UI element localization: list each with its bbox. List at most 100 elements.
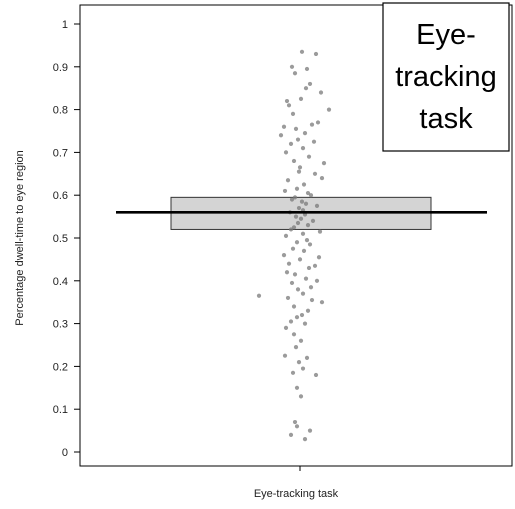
data-point <box>316 255 322 260</box>
data-point <box>281 253 287 258</box>
data-point <box>304 238 310 243</box>
data-point <box>301 248 307 253</box>
data-point <box>307 428 313 433</box>
data-point <box>303 276 309 281</box>
data-point <box>294 424 300 429</box>
callout-line-2: tracking <box>395 61 497 93</box>
data-point <box>300 231 306 236</box>
data-point <box>296 360 302 365</box>
data-point <box>303 201 309 206</box>
data-point <box>283 233 289 238</box>
chart-axes: 0 0.1 0.2 0.3 0.4 0.5 0.6 0.7 0.8 0.9 1 <box>53 4 513 471</box>
data-point <box>302 437 308 442</box>
data-point <box>309 297 315 303</box>
data-point <box>284 270 290 275</box>
data-point <box>282 353 288 358</box>
data-point <box>285 178 291 183</box>
data-point <box>319 175 325 181</box>
data-point <box>310 218 316 223</box>
data-point <box>291 304 297 309</box>
y-tick-label: 0.5 <box>53 233 68 245</box>
data-point <box>300 291 306 296</box>
data-point <box>289 280 295 286</box>
data-point <box>313 51 319 57</box>
data-point <box>295 220 301 226</box>
data-point <box>297 165 303 170</box>
y-tick-label: 0.1 <box>53 404 68 416</box>
callout-frame <box>382 2 510 152</box>
data-point <box>283 150 289 155</box>
data-point <box>256 293 262 298</box>
data-point <box>307 81 313 87</box>
data-point <box>313 372 319 378</box>
data-point <box>294 240 300 245</box>
data-point <box>315 120 321 125</box>
data-point <box>312 171 318 176</box>
data-point <box>289 197 295 202</box>
data-point <box>290 111 296 116</box>
data-point <box>288 319 294 324</box>
data-point <box>312 263 318 268</box>
y-axis-title: Percentage dwell-time to eye region <box>14 150 26 325</box>
y-tick-label: 0.9 <box>53 62 68 74</box>
x-axis-title: Eye-tracking task <box>254 488 339 500</box>
data-point <box>291 332 297 337</box>
y-tick-label: 0.8 <box>53 105 68 117</box>
data-point <box>299 49 305 54</box>
data-point <box>285 295 291 301</box>
data-point <box>308 193 314 198</box>
y-tick-label: 0.6 <box>53 190 68 202</box>
data-point <box>292 195 298 200</box>
callout-line-1: Eye- <box>416 19 476 51</box>
data-point <box>293 126 299 131</box>
data-point <box>288 141 294 146</box>
data-point <box>283 325 289 330</box>
y-tick-label: 0 <box>62 447 68 459</box>
data-point <box>288 432 294 437</box>
data-point <box>292 71 298 76</box>
data-point <box>297 257 303 262</box>
data-point <box>281 124 287 129</box>
y-tick-label: 0.7 <box>53 147 68 159</box>
data-point <box>293 214 299 219</box>
data-point <box>296 169 302 174</box>
data-point <box>286 103 292 108</box>
data-point <box>294 385 300 390</box>
data-point <box>317 229 323 234</box>
data-point <box>307 242 313 247</box>
data-point <box>305 308 311 313</box>
data-point <box>290 246 296 251</box>
data-point <box>311 139 317 144</box>
data-point <box>314 203 320 208</box>
data-point <box>306 265 312 271</box>
data-point <box>290 370 296 375</box>
data-point <box>293 345 299 350</box>
data-point <box>326 107 332 112</box>
data-point <box>304 355 310 360</box>
y-tick-label: 0.2 <box>53 361 68 373</box>
y-tick-label: 1 <box>62 19 68 31</box>
data-point <box>302 131 308 136</box>
data-point <box>291 158 297 164</box>
data-point <box>292 272 298 277</box>
data-point <box>299 199 305 204</box>
data-point <box>301 182 307 187</box>
points-layer <box>116 49 487 442</box>
data-point <box>278 133 284 138</box>
data-point <box>308 285 314 290</box>
plot-frame <box>79 4 513 467</box>
data-point <box>286 261 292 266</box>
callout-line-3: task <box>419 103 473 135</box>
data-point <box>295 137 301 142</box>
data-point <box>298 216 304 221</box>
data-point <box>305 190 311 196</box>
y-tick-label: 0.4 <box>53 276 68 288</box>
data-point <box>300 146 306 151</box>
data-point <box>282 188 288 194</box>
data-point <box>284 98 290 104</box>
data-point <box>288 227 294 232</box>
data-point <box>298 338 304 343</box>
data-point <box>303 86 309 91</box>
data-point <box>321 161 327 166</box>
